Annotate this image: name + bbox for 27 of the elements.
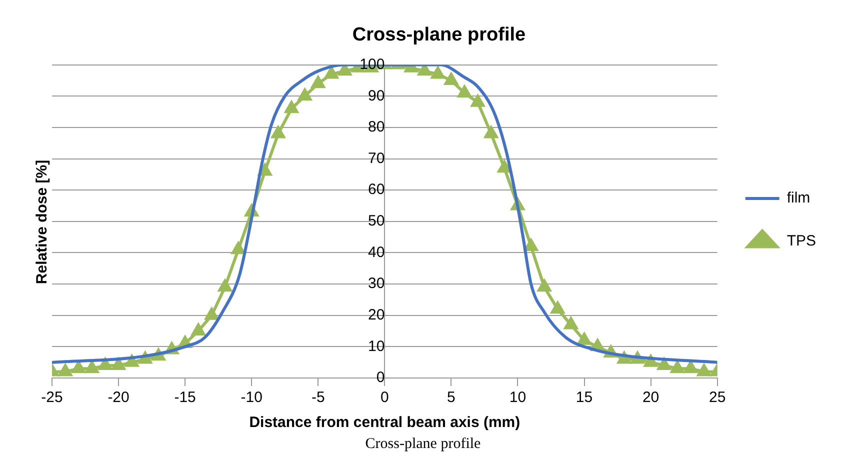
chart-title: Cross-plane profile bbox=[352, 24, 526, 46]
x-tick-label: 5 bbox=[447, 389, 456, 406]
x-tick-label: -15 bbox=[174, 389, 196, 406]
text: Cross-plane profile bbox=[364, 436, 482, 453]
x-tick-label: -25 bbox=[41, 389, 63, 406]
y-tick-label: 50 bbox=[368, 212, 385, 230]
y-tick-label: 40 bbox=[368, 244, 385, 261]
y-tick-label: 100 bbox=[360, 56, 385, 73]
x-tick-label: -5 bbox=[311, 389, 325, 406]
y-tick-label: 20 bbox=[368, 306, 385, 324]
x-tick-label: 10 bbox=[509, 389, 526, 406]
x-tick-label: 20 bbox=[642, 389, 660, 406]
y-tick-label: 70 bbox=[368, 150, 385, 167]
y-tick-label: 60 bbox=[368, 181, 385, 198]
y-axis-title: Relative dose [%] bbox=[34, 160, 50, 284]
y-tick-label: 90 bbox=[368, 87, 385, 104]
legend-label: TPS bbox=[786, 232, 816, 250]
y-tick-label: 30 bbox=[368, 275, 385, 292]
legend-label: film bbox=[786, 190, 810, 207]
y-tick-label: 10 bbox=[368, 338, 385, 355]
x-tick-label: 15 bbox=[576, 389, 593, 406]
x-tick-label: 25 bbox=[708, 389, 726, 406]
x-axis-title: Distance from central beam axis (mm) bbox=[249, 414, 520, 432]
y-tick-label: 80 bbox=[368, 118, 385, 136]
x-tick-label: -10 bbox=[240, 389, 262, 406]
y-tick-label: 0 bbox=[376, 369, 385, 386]
x-tick-label: -20 bbox=[108, 389, 130, 406]
